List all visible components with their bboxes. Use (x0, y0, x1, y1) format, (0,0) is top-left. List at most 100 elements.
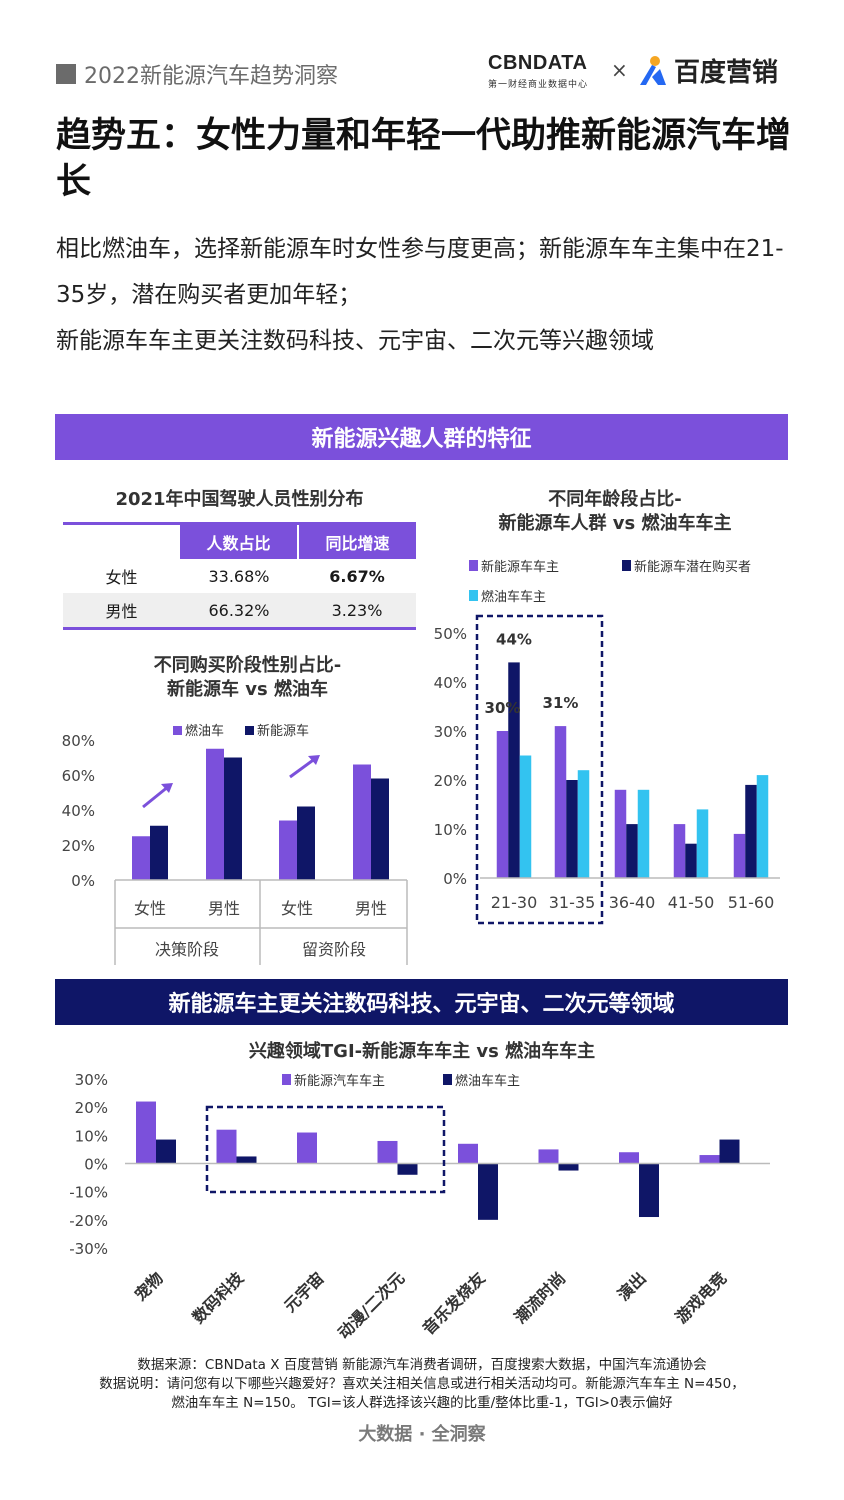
bar (619, 1152, 639, 1164)
x-category-label: 音乐发烧友 (419, 1268, 490, 1339)
bar (733, 833, 746, 878)
title-square-icon (56, 64, 76, 84)
table-top-rule (63, 522, 416, 525)
row-label: 女性 (105, 568, 138, 587)
cbndata-logo-subtitle: 第一财经商业数据中心 (488, 80, 589, 90)
legend-label: 燃油车车主 (455, 1073, 520, 1089)
data-label: 30% (485, 699, 521, 717)
legend-label: 新能源车潜在购买者 (634, 559, 751, 575)
y-tick-label: 20% (434, 772, 467, 790)
legend-swatch (443, 1074, 452, 1085)
table-bottom-rule (63, 627, 416, 630)
bar (614, 789, 627, 878)
bar (496, 731, 509, 878)
bar (132, 836, 150, 880)
x-category-label: 游戏电竞 (672, 1268, 731, 1327)
bar (558, 1163, 579, 1171)
y-tick-label: 0% (71, 872, 95, 890)
x-category-label: 女性 (134, 899, 166, 918)
cbndata-logo-text: CBNDATA (488, 52, 588, 74)
bar (297, 1132, 317, 1164)
chart-title-line: 不同购买阶段性别占比- 新能源车 vs 燃油车 (153, 655, 342, 700)
x-category-label: 宠物 (131, 1268, 167, 1304)
legend-label: 新能源汽车车主 (294, 1073, 385, 1089)
baidu-logo-text: 百度营销 (674, 58, 779, 88)
bar (519, 755, 532, 878)
bar (745, 784, 757, 878)
table-header-share: 人数占比 (180, 525, 299, 559)
legend-swatch (469, 590, 478, 601)
bar (577, 770, 590, 878)
bar (566, 780, 578, 878)
partner-times-sign: × (611, 58, 628, 82)
chart-tgi-title: 兴趣领域TGI-新能源车车主 vs 燃油车车主 (248, 1041, 596, 1062)
legend-label: 新能源车车主 (481, 559, 559, 575)
highlight-box (475, 614, 604, 925)
bar (206, 748, 224, 880)
section-band-interest-domains: 新能源车主更关注数码科技、元宇宙、二次元等领域 (55, 979, 788, 1025)
bar (508, 662, 520, 878)
row-share: 33.68% (208, 566, 270, 586)
legend-swatch (245, 726, 254, 735)
bar (637, 789, 650, 878)
baidu-marketing-logo: 百度营销 (638, 52, 778, 89)
headline: 趋势五：女性力量和年轻一代助推新能源汽车增长 (56, 116, 792, 202)
bar (719, 1139, 740, 1164)
cbndata-logo: CBNDATA 第一财经商业数据中心 (488, 52, 588, 90)
trend-arrowhead-icon (308, 755, 320, 765)
legend-label: 新能源车 (257, 723, 309, 739)
table-row: 男性 66.32% 3.23% (63, 593, 416, 627)
row-growth: 3.23% (331, 600, 383, 620)
bar (353, 764, 371, 880)
baidu-logo-icon (640, 55, 666, 85)
bar (696, 809, 709, 878)
x-category-label: 元宇宙 (280, 1268, 327, 1315)
highlight-box (205, 1105, 446, 1194)
description-line: 新能源车车主更关注数码科技、元宇宙、二次元等兴趣领域 (56, 328, 654, 354)
table-header-row: 人数占比 同比增速 (63, 525, 416, 559)
y-tick-label: 10% (434, 821, 467, 839)
chart-age-title: 不同年龄段占比- 新能源车人群 vs 燃油车车主 (440, 488, 790, 536)
bar (554, 726, 567, 878)
x-category-label: 21-30 (491, 893, 538, 912)
report-title: 2022新能源汽车趋势洞察 (56, 58, 338, 90)
table-row: 女性 33.68% 6.67% (63, 559, 416, 593)
bar (216, 1129, 237, 1164)
data-label: 31% (543, 694, 579, 712)
y-tick-label: 40% (434, 674, 467, 692)
trend-arrow-icon (289, 756, 317, 779)
bar (685, 843, 697, 878)
legend-label: 燃油车 (185, 723, 224, 739)
x-category-label: 动漫/二次元 (334, 1268, 408, 1342)
legend-swatch (622, 560, 631, 571)
table-header-growth: 同比增速 (298, 525, 416, 559)
data-source-note: 数据来源：CBNData X 百度营销 新能源汽车消费者调研，百度搜索大数据，中… (56, 1356, 788, 1413)
bar (538, 1149, 559, 1164)
x-category-label: 演出 (614, 1268, 650, 1304)
bar (699, 1155, 720, 1164)
chart-title-line: 不同年龄段占比- 新能源车人群 vs 燃油车车主 (498, 489, 732, 534)
legend-swatch (173, 726, 182, 735)
section-band-interest-features: 新能源兴趣人群的特征 (55, 414, 788, 460)
bar (639, 1163, 659, 1218)
bar (673, 824, 686, 878)
description-line: 相比燃油车，选择新能源车时女性参与度更高；新能源车车主集中在21-35岁，潜在购… (56, 236, 784, 308)
bar (279, 820, 297, 880)
x-category-label: 男性 (355, 899, 387, 918)
bar (626, 824, 638, 878)
y-tick-label: 10% (75, 1127, 108, 1145)
y-tick-label: 20% (62, 837, 95, 855)
source-line: 数据来源：CBNData X 百度营销 新能源汽车消费者调研，百度搜索大数据，中… (137, 1357, 707, 1373)
x-category-label: 男性 (208, 899, 240, 918)
legend-swatch (282, 1074, 291, 1085)
bar (756, 775, 769, 878)
gender-table-title: 2021年中国驾驶人员性别分布 (115, 489, 364, 510)
bar (136, 1101, 156, 1164)
y-tick-label: -30% (69, 1240, 108, 1258)
x-group-label: 决策阶段 (155, 940, 219, 959)
x-category-label: 数码科技 (189, 1268, 248, 1327)
bar (224, 757, 242, 880)
